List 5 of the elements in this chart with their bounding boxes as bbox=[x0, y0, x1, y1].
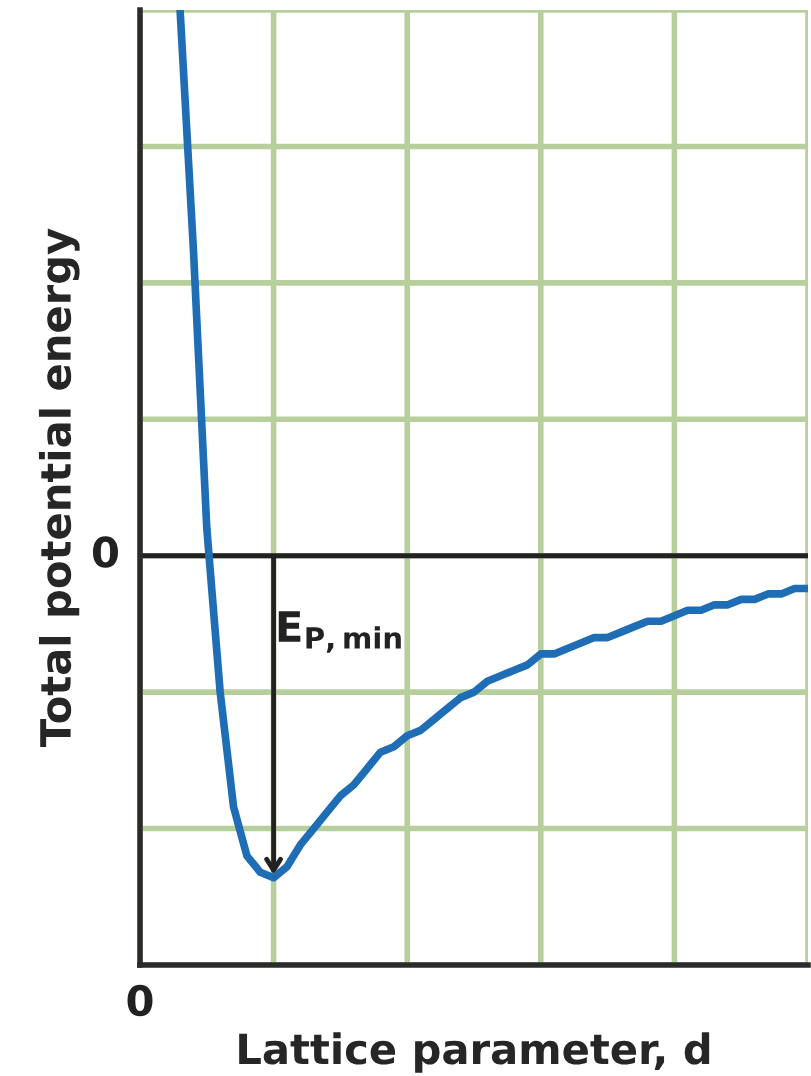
y-axis-title: Total potential energy bbox=[38, 228, 80, 748]
text: 0 bbox=[92, 536, 118, 568]
text: 0 bbox=[127, 984, 153, 1017]
x-axis-title: Lattice parameter, d bbox=[239, 1032, 710, 1073]
annotation: E$_{P,min}$ bbox=[278, 611, 401, 653]
